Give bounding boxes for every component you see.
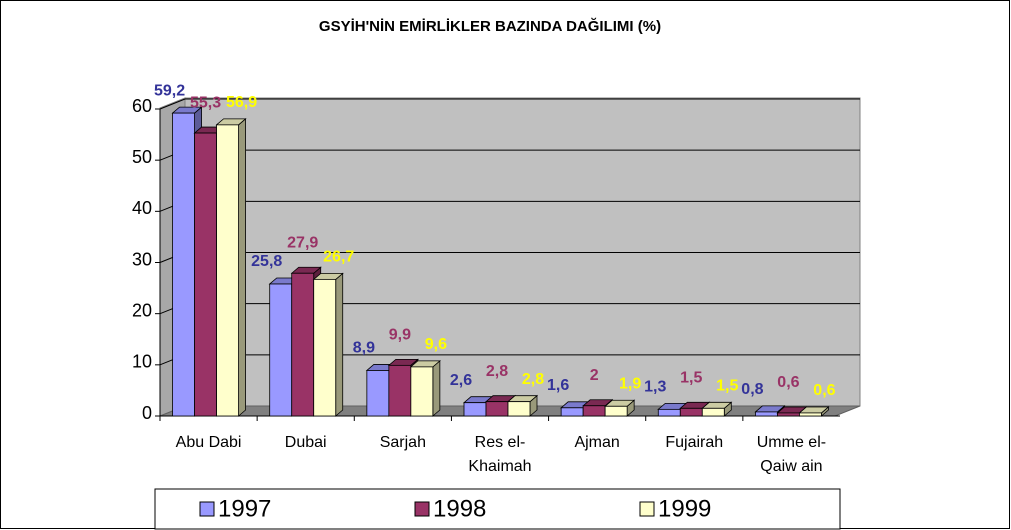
data-label: 27,9 (287, 234, 318, 251)
bar (366, 370, 390, 417)
x-tick-label: Fujairah (665, 434, 723, 451)
data-label: 1,9 (619, 375, 641, 392)
y-tick-label: 40 (132, 198, 152, 218)
data-label: 25,8 (251, 253, 282, 270)
legend-label: 1997 (218, 495, 271, 522)
data-label: 2,8 (486, 363, 508, 380)
y-tick-label: 30 (132, 249, 152, 269)
legend-label: 1999 (658, 495, 711, 522)
data-label: 56,9 (226, 94, 257, 111)
bar (313, 278, 337, 417)
data-label: 9,6 (425, 336, 447, 353)
y-tick-label: 60 (132, 96, 152, 116)
data-label: 0,6 (813, 382, 835, 399)
bar (701, 407, 725, 417)
bar (582, 405, 606, 417)
bar (388, 364, 412, 417)
data-label: 1,3 (644, 379, 666, 396)
data-label: 2 (590, 367, 599, 384)
bar (560, 407, 584, 417)
bar (410, 366, 434, 417)
bar-side (238, 117, 246, 417)
y-tick-label: 0 (142, 403, 152, 423)
data-label: 26,7 (323, 249, 354, 266)
bar (485, 401, 509, 417)
data-label: 1,5 (716, 378, 738, 395)
data-label: 0,8 (741, 381, 763, 398)
bar-side (432, 360, 441, 417)
legend-swatch (414, 501, 430, 517)
bar (755, 411, 778, 417)
data-label: 1,6 (547, 377, 569, 394)
bar (269, 283, 293, 417)
chart-title: GSYİH'NİN EMİRLİKLER BAZINDA DAĞILIMI (%… (319, 17, 661, 35)
bar (799, 412, 822, 417)
x-tick-label: Umme el-Qaiw ain (757, 434, 826, 475)
x-tick-label: Sarjah (380, 434, 426, 451)
bar (657, 408, 681, 417)
legend-swatch (639, 501, 655, 517)
bar (172, 112, 195, 417)
data-label: 2,8 (522, 371, 544, 388)
bar (463, 402, 487, 417)
data-label: 0,6 (777, 374, 799, 391)
x-tick-label: Dubai (285, 434, 327, 451)
data-label: 2,6 (450, 372, 472, 389)
bar (291, 272, 315, 417)
legend-label: 1998 (433, 495, 486, 522)
data-label: 8,9 (353, 340, 375, 357)
legend-swatch (199, 501, 215, 517)
bar-side (335, 272, 344, 417)
legend (154, 488, 841, 530)
y-tick-label: 10 (132, 352, 152, 372)
x-tick-label: Res el-Khaimah (468, 434, 531, 475)
bar (194, 132, 217, 417)
bar (604, 405, 628, 417)
grid-line-side (159, 98, 186, 110)
bar (679, 407, 703, 417)
bar (507, 401, 531, 417)
bar (777, 412, 800, 417)
y-tick-label: 20 (132, 300, 152, 320)
data-label: 9,9 (389, 327, 411, 344)
x-tick-label: Ajman (574, 434, 619, 451)
data-label: 1,5 (680, 370, 702, 387)
bar (216, 124, 239, 417)
data-label: 59,2 (154, 82, 185, 99)
x-tick-label: Abu Dabi (176, 434, 242, 451)
y-tick-label: 50 (132, 147, 152, 167)
data-label: 55,3 (190, 94, 221, 111)
